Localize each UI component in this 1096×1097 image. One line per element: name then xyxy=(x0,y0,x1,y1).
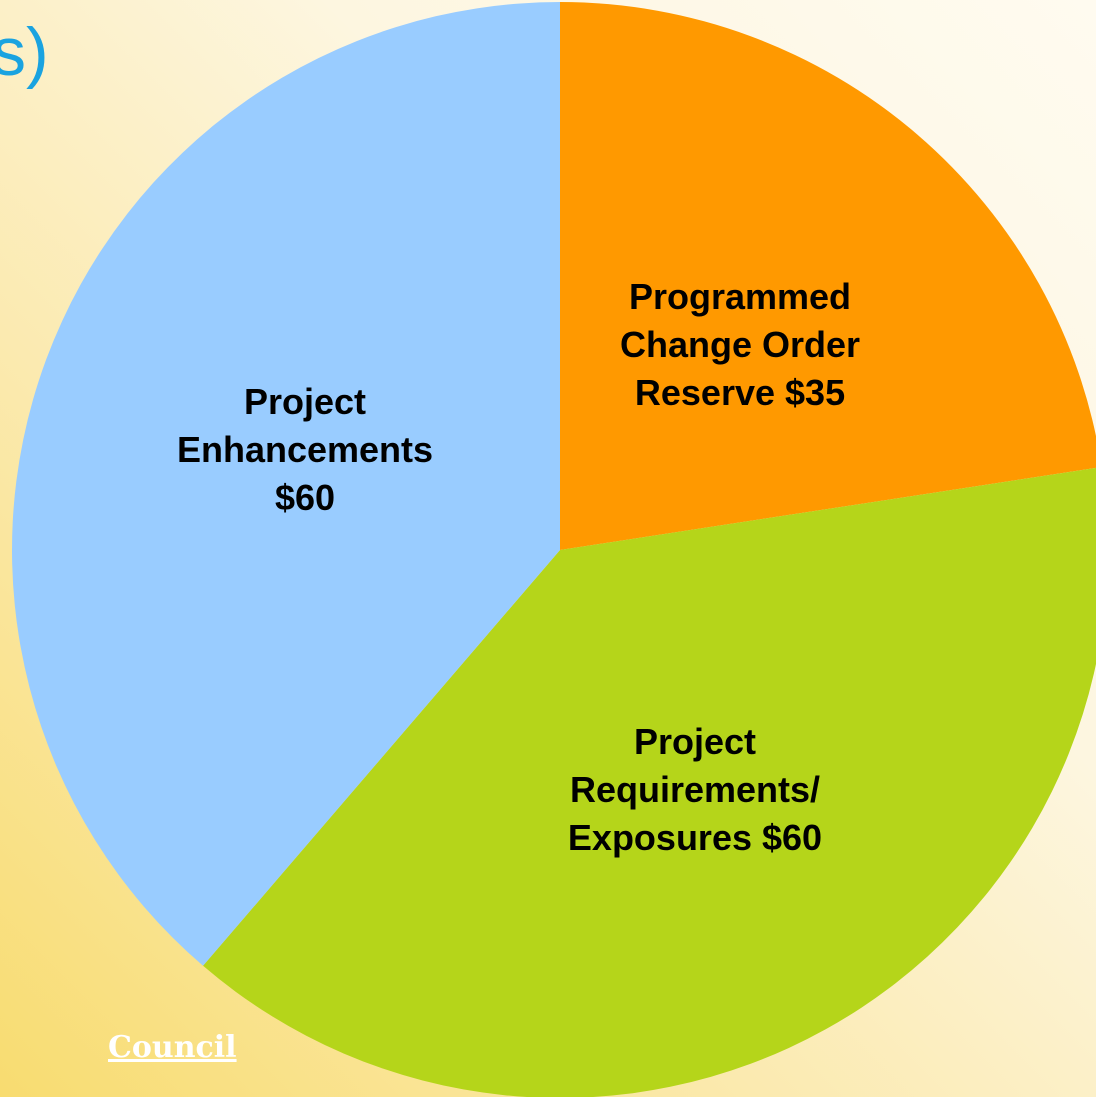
value-label: $35 xyxy=(785,372,846,413)
value-label: $60 xyxy=(274,477,336,518)
chart-title: s) xyxy=(0,14,49,90)
category-label: Project Requirements/ Exposures xyxy=(567,721,821,858)
slice-label: Programmed Change Order Reserve $35 xyxy=(575,273,905,417)
footer-text: Council xyxy=(108,1030,237,1065)
category-label: Programmed Change Order Reserve xyxy=(619,276,861,413)
slice-label: Project Requirements/ Exposures $60 xyxy=(560,718,830,862)
slice-label: Project Enhancements $60 xyxy=(170,378,440,522)
pie-slice xyxy=(560,2,1096,550)
pie-slice xyxy=(11,2,560,966)
value-label: $60 xyxy=(762,817,823,858)
pie-slice xyxy=(203,467,1096,1097)
category-label: Project Enhancements xyxy=(176,381,434,470)
